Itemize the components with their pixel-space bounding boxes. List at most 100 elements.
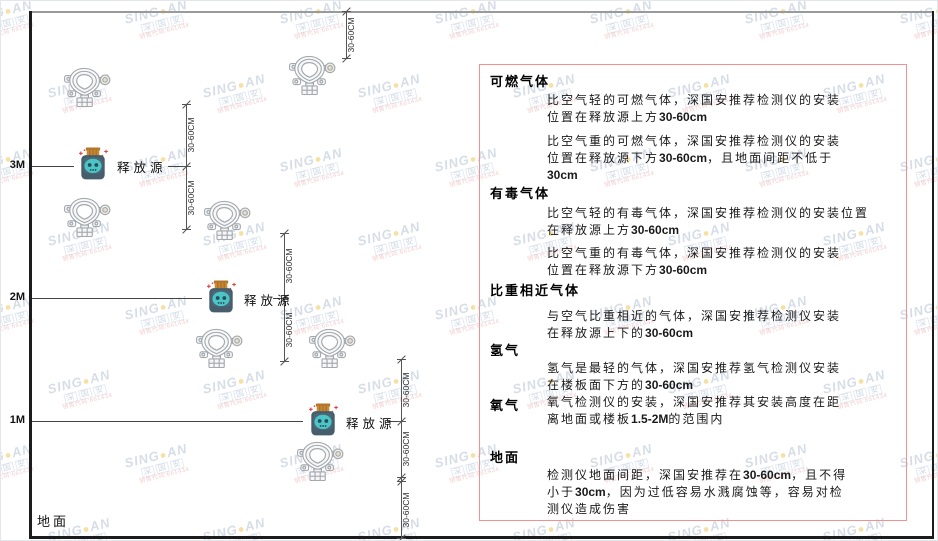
- note-paragraph: 氢气是最轻的气体，深国安推荐氢气检测仪安装在楼板面下方的30-60cm: [480, 360, 906, 394]
- gas-detector: [195, 328, 243, 373]
- watermark-code-text: 销售代码:661434: [293, 170, 346, 189]
- watermark-brand-text: SING●AN: [277, 144, 344, 175]
- release-source-icon: [309, 403, 338, 436]
- watermark-code-text: 销售代码:661434: [216, 392, 269, 411]
- note-line: 30cm: [547, 167, 906, 184]
- watermark-code-text: 销售代码:661434: [61, 244, 114, 263]
- dimension-value-label: 30-60CM: [186, 117, 196, 153]
- watermark-char: 安: [169, 309, 185, 323]
- note-value: 30cm: [547, 168, 578, 182]
- watermark-dot-icon: ●: [81, 522, 92, 537]
- note-line: 位置在释放源下方30-60cm: [547, 262, 906, 279]
- watermark-subtext: 深国安: [140, 308, 191, 331]
- note-text: 位置在释放源下方: [547, 263, 660, 277]
- watermark-char: 深: [295, 20, 311, 35]
- watermark-char: 国: [1, 17, 15, 31]
- watermark-code-text: 销售代码:661434: [293, 22, 346, 41]
- note-value: 30-60cm: [645, 378, 694, 392]
- note-section: 氧气 氧气检测仪的安装，深国安推荐其安装高度在距 离地面或楼板1.5-2M的范围内: [480, 394, 906, 428]
- watermark-char: 国: [232, 387, 248, 401]
- note-value: 30-60cm: [659, 263, 708, 277]
- note-text: ，且地面间距不低于: [707, 151, 834, 165]
- dimension-value-label: 30-60CM: [401, 492, 411, 527]
- ground-label: 地面: [37, 514, 70, 529]
- watermark-char: 国: [309, 313, 325, 327]
- watermark-code-text: 销售代码:661434: [138, 22, 191, 41]
- dimension-line: [401, 359, 402, 538]
- release-source: [75, 147, 111, 188]
- note-text: 位置在释放源上方: [547, 110, 660, 124]
- watermark-char: 安: [402, 235, 418, 249]
- watermark-char: 深: [63, 390, 79, 405]
- watermark-code-text: 销售代码:661434: [913, 466, 938, 485]
- gas-detector-icon: [289, 55, 336, 96]
- gas-detector-icon: [64, 67, 111, 108]
- gas-detector: [308, 328, 356, 373]
- note-value: 1.5-2M: [631, 412, 669, 426]
- note-text: 比空气轻的可燃气体，深国安推荐检测仪的安装: [547, 93, 842, 107]
- note-line: 在释放源上方30-60cm: [547, 222, 906, 239]
- watermark-brand-text: SING●AN: [122, 0, 189, 27]
- watermark-code-text: 销售代码:661434: [758, 22, 811, 41]
- note-line: 在楼板面下方的30-60cm: [547, 377, 906, 394]
- watermark-code-text: 销售代码:661434: [371, 96, 424, 115]
- right-wall-line: [932, 11, 934, 538]
- watermark-subtext: 深国安: [295, 160, 346, 183]
- watermark-dot-icon: ●: [933, 4, 938, 19]
- leader-line: [387, 421, 401, 422]
- watermark-subtext: 深国安: [373, 86, 424, 109]
- note-value: 30-60cm: [645, 326, 694, 340]
- gas-detector-icon: [297, 441, 344, 482]
- dimension-value-label: 30-60CM: [346, 17, 356, 52]
- watermark-dot-icon: ●: [236, 522, 247, 537]
- note-line: 比空气重的可燃气体，深国安推荐检测仪的安装: [547, 133, 906, 150]
- watermark-char: 安: [247, 87, 263, 101]
- release-source-icon: [207, 280, 236, 313]
- watermark-char: 国: [154, 313, 170, 327]
- note-text: 的范围内: [668, 412, 725, 426]
- note-value: 30cm: [575, 485, 606, 499]
- note-text: 检测仪地面间距，深国安推荐在: [547, 468, 744, 482]
- ceiling-line: [29, 11, 934, 13]
- height-label-1m: 1M: [9, 414, 25, 426]
- note-text: 氢气是最轻的气体，深国安推荐氢气检测仪安装: [547, 361, 842, 375]
- release-source-icon: [79, 147, 108, 180]
- watermark-code-text: 销售代码:661434: [138, 318, 191, 337]
- note-value: 30-60cm: [659, 110, 708, 124]
- watermark-char: 国: [387, 91, 403, 105]
- watermark-char: 安: [14, 309, 30, 323]
- watermark-code-text: 销售代码:661434: [0, 466, 36, 485]
- note-section-heading: 氢气: [490, 343, 521, 358]
- watermark-subtext: 深国安: [915, 12, 937, 35]
- note-section: 氢气氢气是最轻的气体，深国安推荐氢气检测仪安装在楼板面下方的30-60cm: [480, 342, 906, 394]
- watermark-code-text: 销售代码:661434: [0, 170, 36, 189]
- watermark-code-text: 销售代码:661434: [0, 22, 36, 41]
- note-text: ，且不得: [791, 468, 848, 482]
- leader-line: [168, 166, 186, 167]
- watermark-char: 深: [915, 316, 931, 331]
- note-line: 检测仪地面间距，深国安推荐在30-60cm，且不得: [547, 467, 906, 484]
- watermark-char: 安: [14, 13, 30, 27]
- watermark-code-text: 销售代码:661434: [216, 96, 269, 115]
- watermark-code-text: 销售代码:661434: [138, 466, 191, 485]
- watermark-brand-text: SING●AN: [355, 218, 422, 249]
- note-line: 小于30cm，因为过低容易水溅腐蚀等，容易对检: [547, 484, 906, 501]
- watermark-char: 安: [247, 383, 263, 397]
- watermark-char: 深: [450, 316, 466, 331]
- watermark-char: 安: [634, 13, 650, 27]
- note-value: 30-60cm: [631, 223, 680, 237]
- watermark-code-text: 销售代码:661434: [216, 244, 269, 263]
- note-text: 在释放源上下的: [547, 326, 646, 340]
- watermark-subtext: 深国安: [140, 456, 191, 479]
- note-line: 比空气轻的有毒气体，深国安推荐检测仪的安装位置: [547, 205, 906, 222]
- note-section: 可燃气体 比空气轻的可燃气体，深国安推荐检测仪的安装 位置在释放源上方30-60cm…: [480, 73, 906, 184]
- watermark-dot-icon: ●: [3, 448, 14, 463]
- wall-line: [29, 11, 32, 538]
- watermark-char: 国: [77, 387, 93, 401]
- watermark-dot-icon: ●: [313, 152, 324, 167]
- release-source: [203, 280, 239, 321]
